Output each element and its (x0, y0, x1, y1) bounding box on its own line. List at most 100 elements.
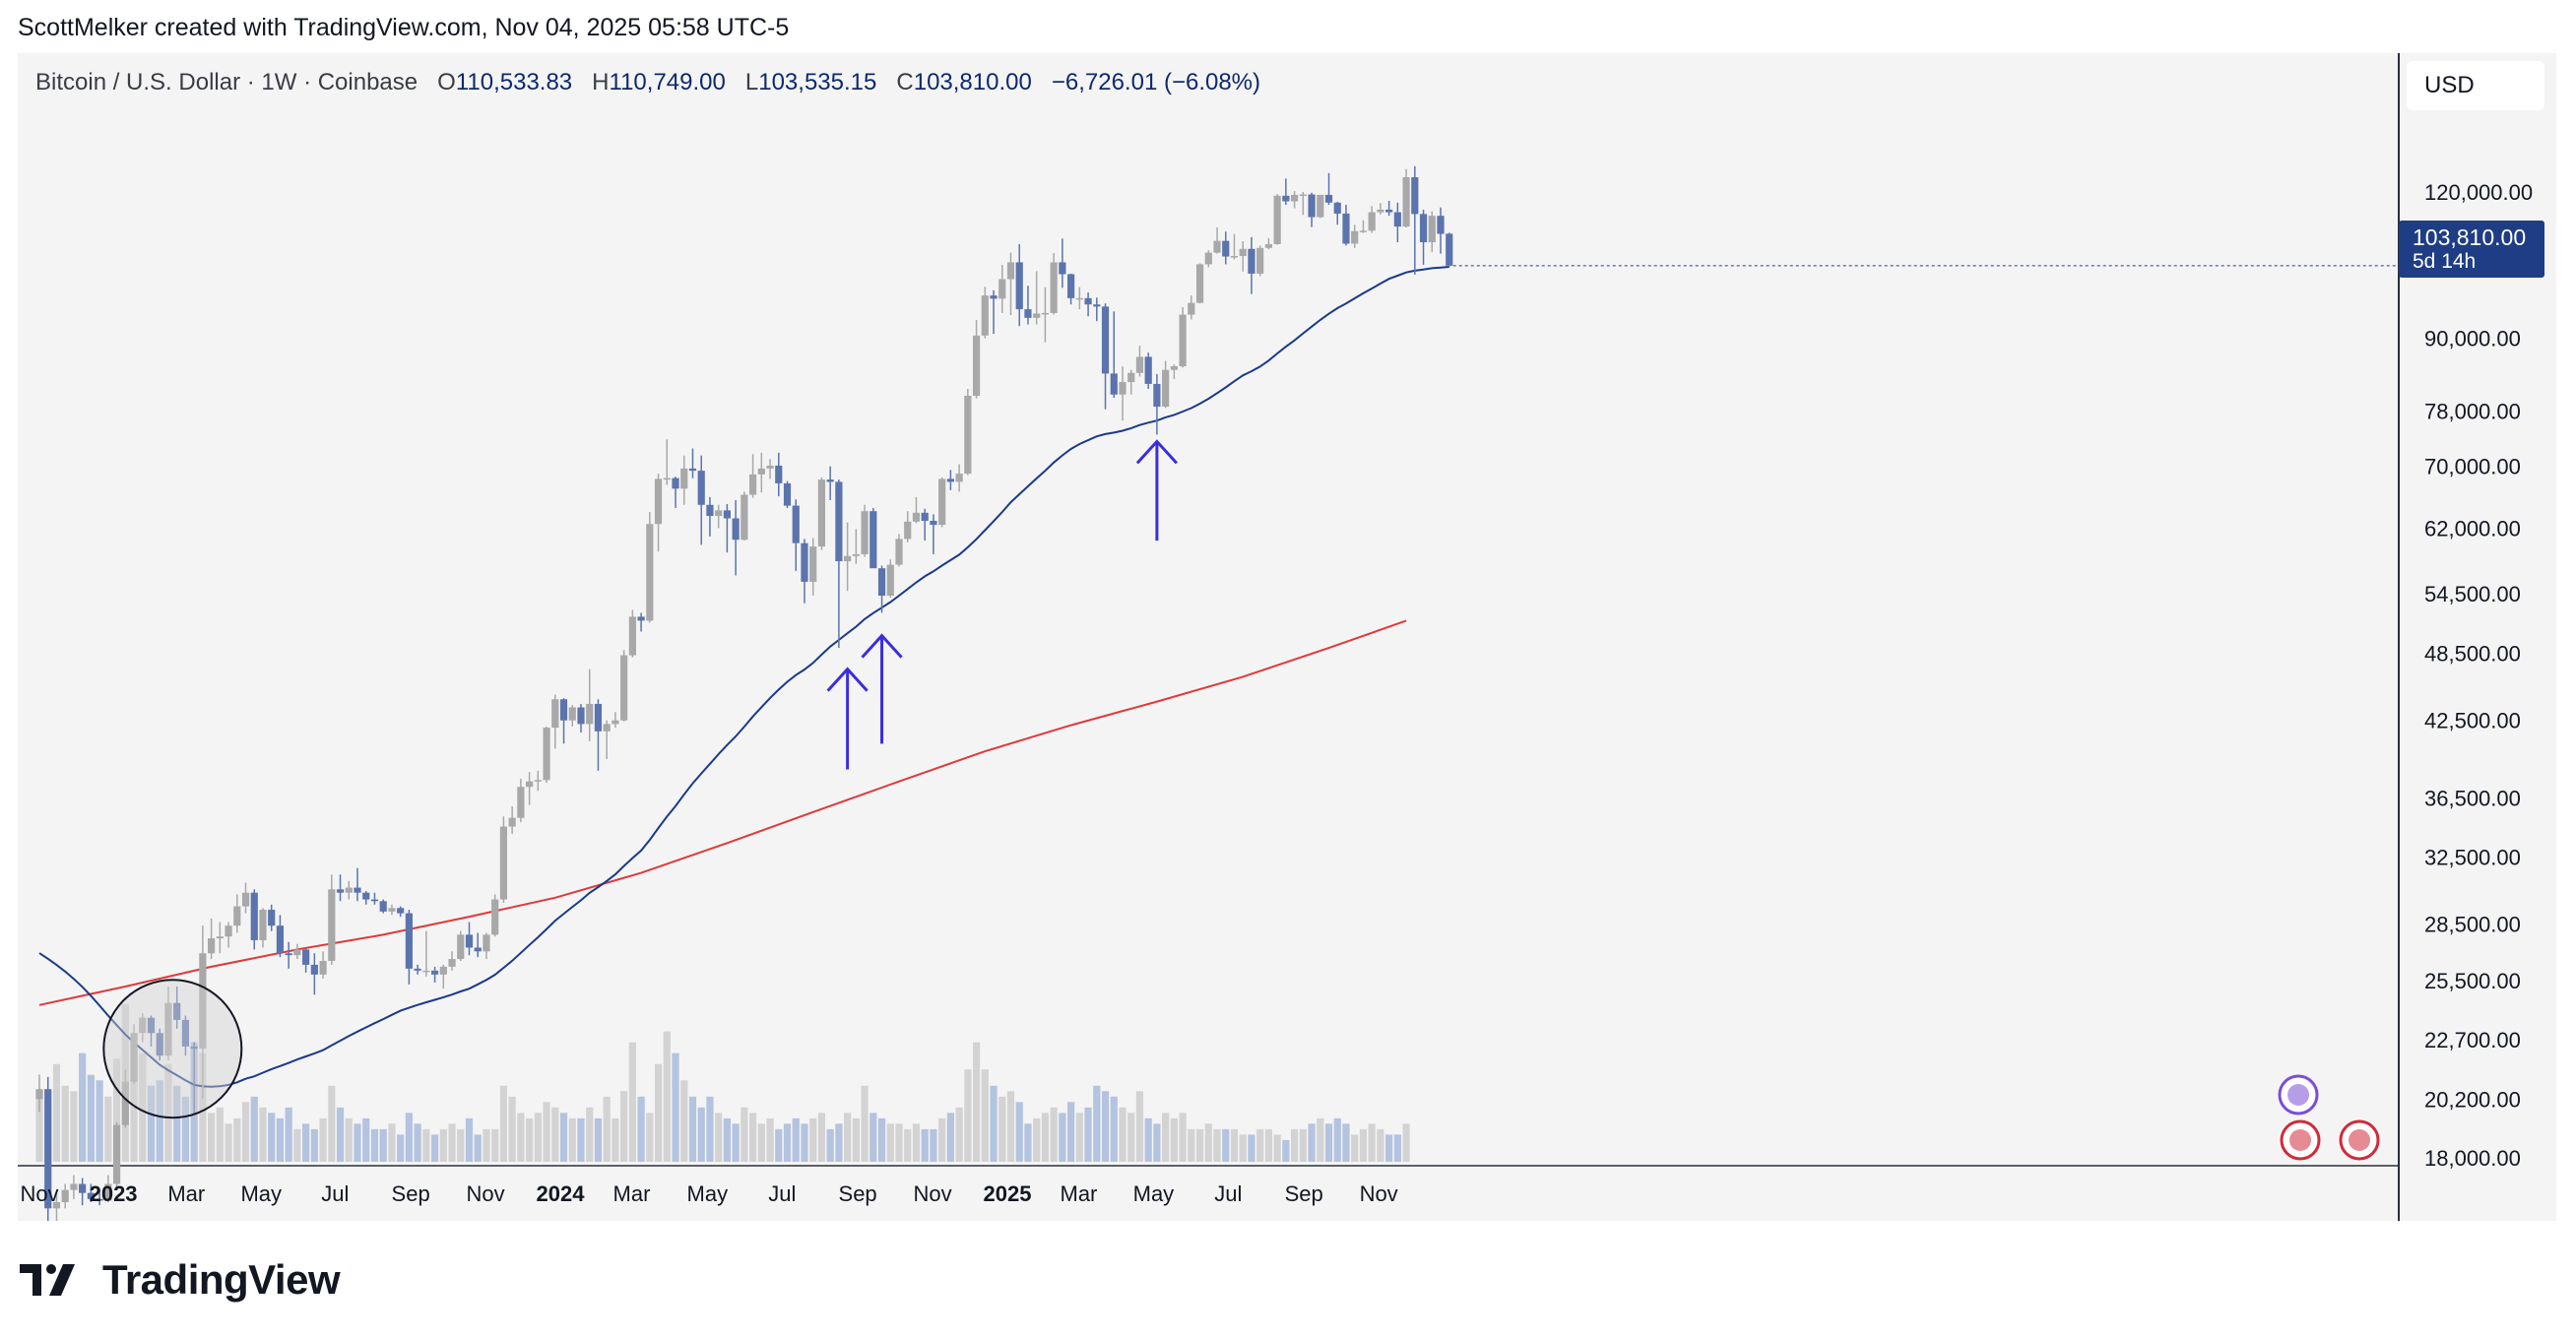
candle-body (156, 1033, 163, 1056)
candle-body (1127, 372, 1135, 383)
candle-body (79, 1183, 87, 1193)
volume-bar (388, 1123, 396, 1162)
volume-bar (1377, 1128, 1385, 1162)
candle-body (199, 953, 207, 1050)
y-tick-label: 22,700.00 (2424, 1028, 2521, 1052)
volume-bar (748, 1113, 757, 1162)
y-tick-label: 18,000.00 (2424, 1146, 2521, 1171)
candle-body (835, 481, 843, 562)
volume-bar (1024, 1123, 1032, 1162)
candle-body (319, 960, 327, 975)
volume-bar (70, 1091, 78, 1162)
volume-bar (1308, 1123, 1316, 1162)
y-tick-label: 48,500.00 (2424, 641, 2521, 666)
candle-body (1428, 216, 1436, 243)
volume-bar (1359, 1128, 1368, 1162)
candle-body (1393, 212, 1401, 227)
volume-bar (216, 1107, 224, 1162)
candle-body (268, 910, 276, 926)
candle-body (1282, 195, 1290, 202)
candle-body (1119, 382, 1127, 395)
currency-button[interactable]: USD (2407, 61, 2544, 110)
candle-body (620, 655, 628, 721)
volume-bar (628, 1042, 636, 1162)
candle-body (1446, 233, 1453, 266)
candle-body (1213, 240, 1221, 253)
candle-body (1290, 194, 1299, 202)
volume-bar (663, 1031, 671, 1162)
candle-body (336, 889, 345, 893)
volume-bar (233, 1117, 241, 1162)
y-tick-label: 25,500.00 (2424, 969, 2521, 993)
volume-bar (293, 1128, 301, 1162)
volume-bar (981, 1069, 989, 1162)
candle-body (1015, 262, 1023, 310)
candle-body (783, 482, 792, 506)
candle-body (930, 520, 937, 526)
symbol-title[interactable]: Bitcoin / U.S. Dollar · 1W · Coinbase (35, 69, 419, 96)
candle-body (964, 396, 972, 475)
candle-body (672, 478, 679, 489)
candle-body (1324, 194, 1333, 203)
candle-body (1204, 252, 1212, 265)
volume-bar (259, 1107, 267, 1162)
volume-bar (156, 1080, 163, 1162)
change-value: −6,726.01 (−6.08%) (1051, 69, 1261, 96)
volume-bar (250, 1096, 258, 1162)
chart-area[interactable]: 120,000.00 90,000.00 78,000.00 70,000.00 62,… (18, 53, 2556, 1221)
candle-body (87, 1192, 95, 1199)
low-label: L (744, 69, 759, 96)
candle-body (1308, 194, 1316, 218)
candle-body (663, 478, 671, 480)
candle-body (990, 295, 998, 299)
candle-body (483, 934, 490, 952)
x-tick-label: Mar (167, 1181, 205, 1206)
volume-bar (1084, 1107, 1092, 1162)
brand-name: TradingView (102, 1256, 341, 1303)
x-tick-label: Jul (1214, 1181, 1242, 1206)
volume-bar (964, 1069, 972, 1162)
volume-bar (801, 1123, 808, 1162)
volume-bar (173, 1085, 181, 1162)
volume-bar (998, 1096, 1006, 1162)
volume-bar (1248, 1134, 1256, 1162)
candle-body (680, 468, 688, 489)
volume-bar (1317, 1117, 1324, 1162)
candle-body (1230, 256, 1239, 258)
volume-bar (835, 1123, 843, 1162)
y-tick-label: 90,000.00 (2424, 327, 2521, 351)
volume-bar (706, 1096, 714, 1162)
candle-body (147, 1017, 156, 1034)
volume-bar (1273, 1134, 1281, 1162)
y-tick-label: 32,500.00 (2424, 845, 2521, 869)
candle-body (1067, 274, 1075, 298)
candle-body (388, 908, 396, 912)
x-tick-label: Nov (913, 1181, 951, 1206)
candle-body (52, 1201, 61, 1209)
y-tick-label: 20,200.00 (2424, 1087, 2521, 1112)
price-chart[interactable]: 120,000.00 90,000.00 78,000.00 70,000.00 62,… (18, 53, 2556, 1221)
candle-body (1006, 262, 1015, 280)
economic-event-icon[interactable] (2280, 1119, 2321, 1161)
candle-body (654, 478, 663, 525)
volume-bar (723, 1117, 731, 1162)
candle-body (1437, 216, 1445, 234)
candle-body (1162, 369, 1170, 408)
candle-body (1144, 356, 1152, 384)
volume-bar (430, 1134, 439, 1162)
up-arrow-head (1135, 439, 1179, 465)
volume-bar (319, 1117, 327, 1162)
volume-bar (1222, 1128, 1230, 1162)
candle-body (861, 511, 869, 554)
earnings-event-icon[interactable] (2278, 1074, 2319, 1116)
candle-body (1385, 209, 1393, 213)
volume-bar (1067, 1102, 1075, 1162)
volume-bar (491, 1128, 499, 1162)
candle-body (44, 1089, 52, 1209)
candle-body (276, 925, 285, 954)
volume-bar (1385, 1134, 1393, 1162)
volume-bar (104, 1096, 112, 1162)
high-label: H (592, 69, 610, 96)
economic-event-icon[interactable] (2339, 1119, 2380, 1161)
candle-body (1153, 383, 1161, 408)
